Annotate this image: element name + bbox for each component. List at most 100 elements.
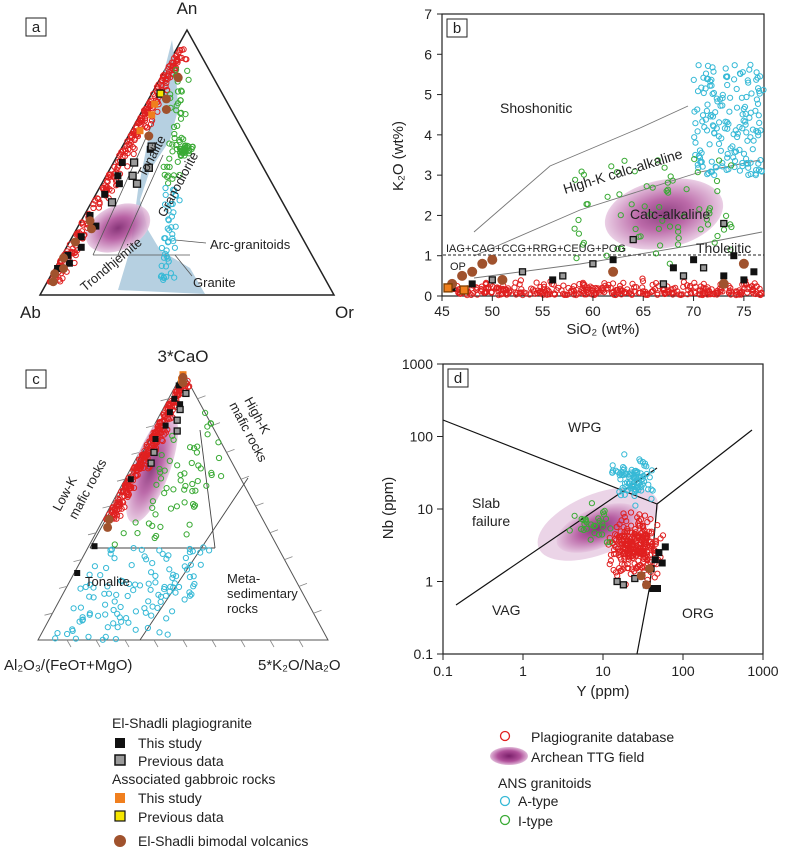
point-c-itype	[161, 490, 168, 497]
point-c-atype	[166, 588, 173, 595]
point-c-atype	[181, 596, 188, 603]
point-b-atype	[731, 62, 738, 69]
point-c-atype	[147, 586, 154, 593]
point-c-itype	[207, 420, 214, 427]
point-c-database	[185, 383, 192, 391]
point-c-atype	[102, 611, 109, 618]
point-c-atype	[181, 563, 188, 570]
line-wpg-org	[656, 429, 753, 505]
point-d-atype	[609, 467, 617, 474]
point-a-itype	[185, 150, 192, 157]
point-b-atype	[704, 101, 711, 108]
point-d-database	[618, 517, 625, 524]
point-b-itype	[664, 179, 671, 186]
point-d-atype	[621, 491, 628, 498]
point-b-atype	[722, 65, 729, 72]
point-c-database	[122, 481, 130, 488]
point-b-database	[629, 280, 636, 287]
point-c-atype	[136, 582, 144, 589]
point-c-itype	[187, 444, 194, 451]
point-b-database	[517, 277, 525, 284]
point-b-itype	[664, 186, 672, 193]
point-a-database	[124, 138, 131, 145]
point-b-database	[601, 280, 608, 287]
panel-d: d 0.1 1 10 100 1000 0.1 1 10 100 1000 WPG Slab fa…	[380, 356, 779, 700]
point-c-atype	[105, 590, 113, 597]
point-b-atype	[699, 112, 707, 119]
point-a-atype	[158, 262, 165, 269]
point-a-atype	[162, 191, 169, 198]
point-a-itype	[166, 155, 173, 162]
point-a-database	[96, 200, 103, 208]
point-b-atype	[723, 166, 730, 173]
point-d-atype	[646, 474, 653, 481]
point-c-itype	[134, 530, 141, 537]
panel-b-xtick-label: 75	[736, 303, 752, 319]
point-b-atype	[745, 171, 752, 178]
point-a-itype	[184, 67, 191, 75]
point-c-atype	[167, 583, 174, 591]
point-d-atype	[643, 470, 650, 478]
point-c-atype	[197, 561, 204, 568]
panel-c-tick	[298, 639, 304, 648]
point-b-atype	[756, 88, 763, 95]
panel-d-xtick-label: 1000	[747, 663, 778, 679]
point-c-atype	[182, 554, 189, 562]
point-c-itype	[170, 436, 177, 443]
point-b-atype	[710, 68, 717, 75]
panel-b-points	[443, 61, 767, 299]
point-b-itype	[723, 212, 730, 219]
panel-c-tick	[298, 583, 308, 587]
point-a-itype	[165, 172, 172, 179]
panel-c-tick	[182, 639, 188, 648]
legend-gabbro-this: This study	[138, 790, 202, 806]
point-d-database	[629, 541, 637, 548]
point-c-itype	[145, 520, 152, 527]
point-b-atype	[695, 62, 702, 69]
point-c-atype	[155, 591, 162, 598]
point-c-atype	[152, 572, 159, 580]
point-a-atype	[160, 274, 167, 281]
point-c-atype	[169, 608, 176, 615]
point-b-database	[526, 291, 533, 298]
point-b-atype	[708, 158, 715, 165]
point-a-volcanics	[161, 105, 171, 114]
point-b-itype	[716, 157, 723, 164]
point-c-itype	[151, 534, 158, 542]
point-b-atype	[692, 151, 699, 159]
panel-d-ytick-label: 0.1	[414, 646, 434, 662]
point-c-atype	[161, 583, 168, 591]
point-a-previous	[132, 179, 142, 188]
panel-c-tick	[284, 556, 293, 560]
point-b-database	[546, 289, 553, 296]
point-c-atype	[77, 585, 84, 592]
point-c-database	[159, 418, 166, 425]
point-b-atype	[737, 70, 744, 78]
point-c-atype	[170, 584, 177, 591]
point-c-itype	[177, 471, 184, 478]
point-b-database	[562, 291, 569, 298]
point-b-atype	[724, 81, 731, 89]
point-b-atype	[719, 95, 726, 102]
point-c-previous	[176, 405, 184, 414]
point-b-atype	[726, 108, 733, 115]
legend-itype-symbol	[499, 814, 511, 826]
point-b-atype	[717, 147, 725, 154]
panel-c-tick	[269, 639, 275, 648]
point-d-atype	[625, 486, 632, 493]
line-c-3	[199, 429, 216, 549]
point-b-atype	[738, 94, 746, 101]
point-c-this-study	[127, 476, 134, 483]
point-c-atype	[54, 630, 61, 637]
panel-c-tick	[211, 639, 217, 648]
point-c-this-study	[91, 543, 98, 550]
point-c-database	[114, 512, 121, 519]
point-b-volcanics	[467, 266, 478, 277]
point-a-database	[105, 174, 112, 181]
point-b-database	[574, 290, 581, 297]
panel-c-tick	[44, 612, 53, 616]
point-c-atype	[165, 552, 172, 559]
panel-c-tick	[313, 609, 322, 614]
field-shoshonitic: Shoshonitic	[500, 100, 572, 116]
point-c-itype	[153, 481, 160, 488]
